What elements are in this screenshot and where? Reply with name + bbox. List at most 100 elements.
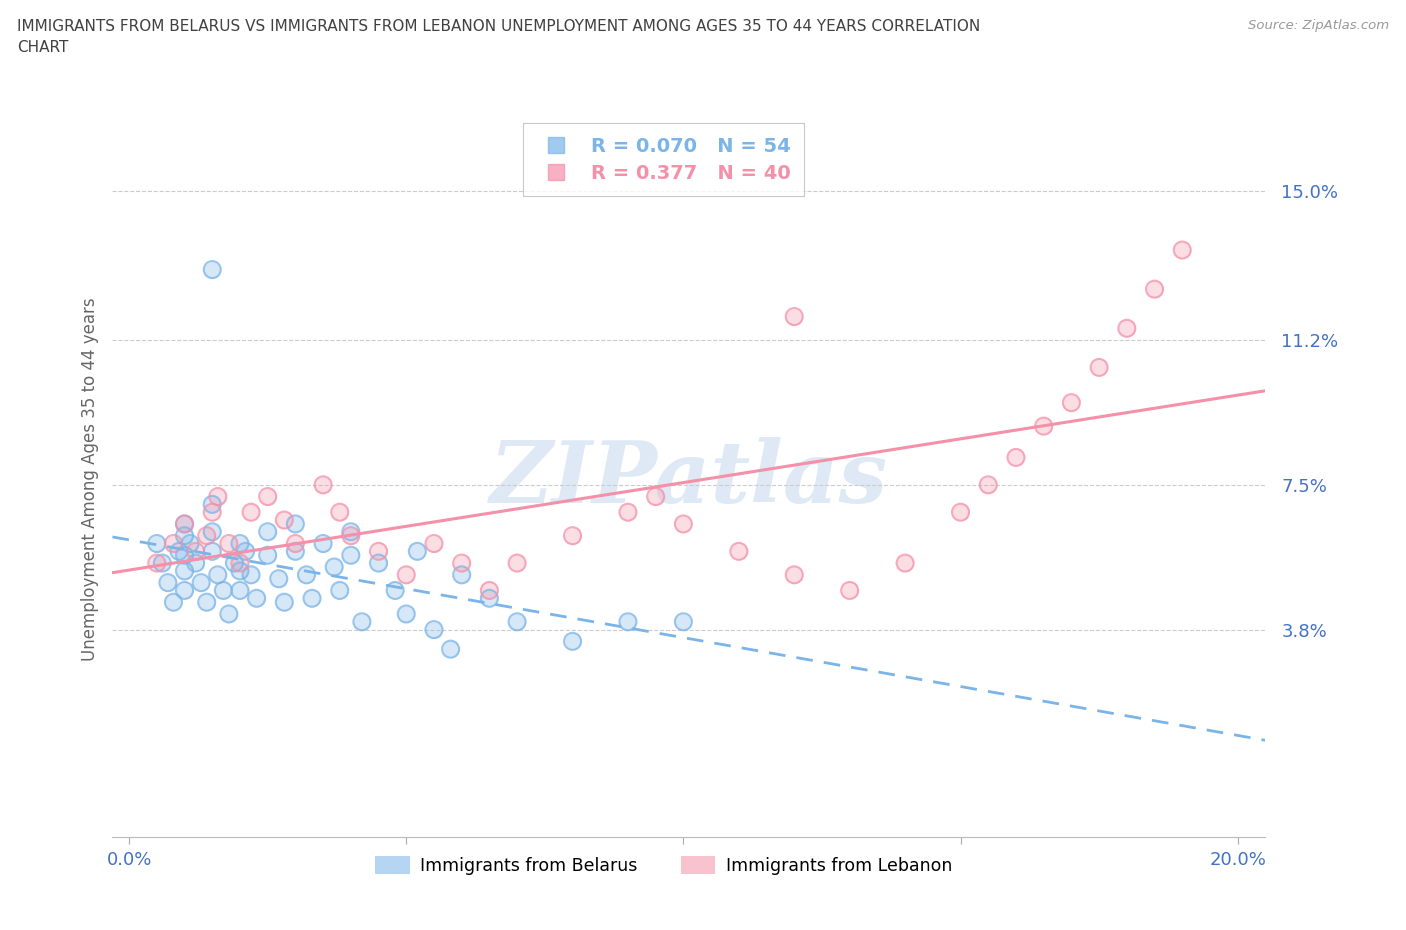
Point [894,555,917,570]
Point [340,548,363,563]
Point [207,567,229,582]
Point [672,516,695,531]
Point [201,497,224,512]
Point [201,544,224,559]
Point [229,564,252,578]
Point [156,576,179,591]
Point [406,544,429,559]
Point [478,591,501,605]
Point [173,583,195,598]
Point [235,544,257,559]
Point [184,544,207,559]
Point [195,528,218,543]
Point [450,555,472,570]
Point [224,555,246,570]
Point [173,564,195,578]
Point [312,536,335,551]
Point [506,615,529,630]
Point [1115,321,1137,336]
Point [218,536,240,551]
Point [179,536,201,551]
Point [894,555,917,570]
Point [273,512,295,527]
Point [218,536,240,551]
Point [162,536,184,551]
Point [284,536,307,551]
Point [423,622,446,637]
Point [173,548,195,563]
Point [1088,360,1111,375]
Point [561,528,583,543]
Point [439,642,461,657]
Point [340,528,363,543]
Point [450,555,472,570]
Point [312,477,335,492]
Point [229,583,252,598]
Point [229,536,252,551]
Point [340,528,363,543]
Point [1143,282,1166,297]
Point [146,536,169,551]
Point [273,595,295,610]
Point [267,571,290,586]
Point [406,544,429,559]
Point [256,525,278,539]
Point [150,555,173,570]
Point [173,528,195,543]
Point [329,505,352,520]
Point [295,567,318,582]
Point [672,516,695,531]
Point [256,489,278,504]
Point [201,262,224,277]
Point [301,591,323,605]
Point [295,567,318,582]
Point [1005,450,1028,465]
Point [783,309,806,324]
Point [1171,243,1194,258]
Point [190,576,212,591]
Point [195,595,218,610]
Point [395,606,418,621]
Point [146,555,169,570]
Point [423,536,446,551]
Point [167,544,190,559]
Point [838,583,860,598]
Point [167,544,190,559]
Point [949,505,972,520]
Point [207,489,229,504]
Point [617,615,640,630]
Point [256,548,278,563]
Y-axis label: Unemployment Among Ages 35 to 44 years: Unemployment Among Ages 35 to 44 years [80,298,98,660]
Point [367,555,389,570]
Point [284,536,307,551]
Point [240,567,263,582]
Point [395,606,418,621]
Point [284,544,307,559]
Point [617,505,640,520]
Point [173,516,195,531]
Point [395,567,418,582]
Point [350,615,373,630]
Point [284,516,307,531]
Point [478,591,501,605]
Point [273,595,295,610]
Point [146,555,169,570]
Point [184,555,207,570]
Point [162,595,184,610]
Point [450,567,472,582]
Point [350,615,373,630]
Text: IMMIGRANTS FROM BELARUS VS IMMIGRANTS FROM LEBANON UNEMPLOYMENT AMONG AGES 35 TO: IMMIGRANTS FROM BELARUS VS IMMIGRANTS FR… [17,19,980,33]
Point [284,544,307,559]
Point [212,583,235,598]
Point [672,615,695,630]
Point [384,583,406,598]
Point [190,576,212,591]
Point [367,555,389,570]
Point [195,528,218,543]
Point [506,555,529,570]
Point [179,536,201,551]
Point [229,583,252,598]
Point [173,548,195,563]
Point [977,477,1000,492]
Point [644,489,666,504]
